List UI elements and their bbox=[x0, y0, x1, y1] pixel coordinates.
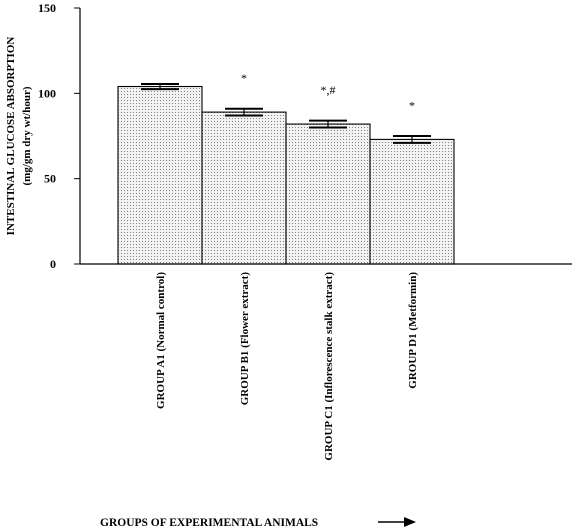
bars-group bbox=[117, 85, 455, 265]
arrow-right-icon bbox=[378, 517, 416, 527]
error-bar-2 bbox=[225, 107, 263, 117]
y-tick-label-100: 100 bbox=[38, 86, 56, 100]
y-tick-label-150: 150 bbox=[38, 1, 56, 15]
category-label-2: GROUP B1 (Flower extract) bbox=[239, 272, 251, 406]
category-label-1: GROUP A1 (Normal control) bbox=[155, 272, 167, 409]
category-labels-group: GROUP A1 (Normal control) GROUP B1 (Flowe… bbox=[155, 272, 419, 461]
error-bar-4 bbox=[393, 135, 431, 144]
y-tick-label-50: 50 bbox=[44, 172, 56, 186]
y-axis-label-line2: (mg/gm dry wt/hour) bbox=[21, 86, 33, 185]
annotations-group: * *,# * bbox=[241, 71, 415, 112]
bar-4 bbox=[369, 138, 455, 265]
error-bar-1 bbox=[141, 82, 179, 91]
bar-2 bbox=[201, 111, 287, 265]
significance-marker-2: * bbox=[241, 71, 247, 85]
y-tick-label-0: 0 bbox=[50, 257, 56, 271]
category-label-3: GROUP C1 (Inflorescence stalk extract) bbox=[323, 272, 335, 461]
error-bars-group bbox=[141, 82, 431, 144]
x-axis-label: GROUPS OF EXPERIMENTAL ANIMALS bbox=[100, 517, 318, 529]
bar-1 bbox=[117, 85, 203, 265]
significance-marker-4: * bbox=[409, 98, 415, 112]
bar-3 bbox=[285, 123, 371, 265]
y-ticks-group: 0 50 100 150 bbox=[38, 1, 80, 271]
category-label-4: GROUP D1 (Metformin) bbox=[407, 272, 419, 389]
significance-marker-3: *,# bbox=[321, 83, 336, 97]
error-bar-3 bbox=[309, 119, 347, 129]
y-axis-label-line1: INTESTINAL GLUCOSE ABSORPTION bbox=[5, 37, 17, 236]
